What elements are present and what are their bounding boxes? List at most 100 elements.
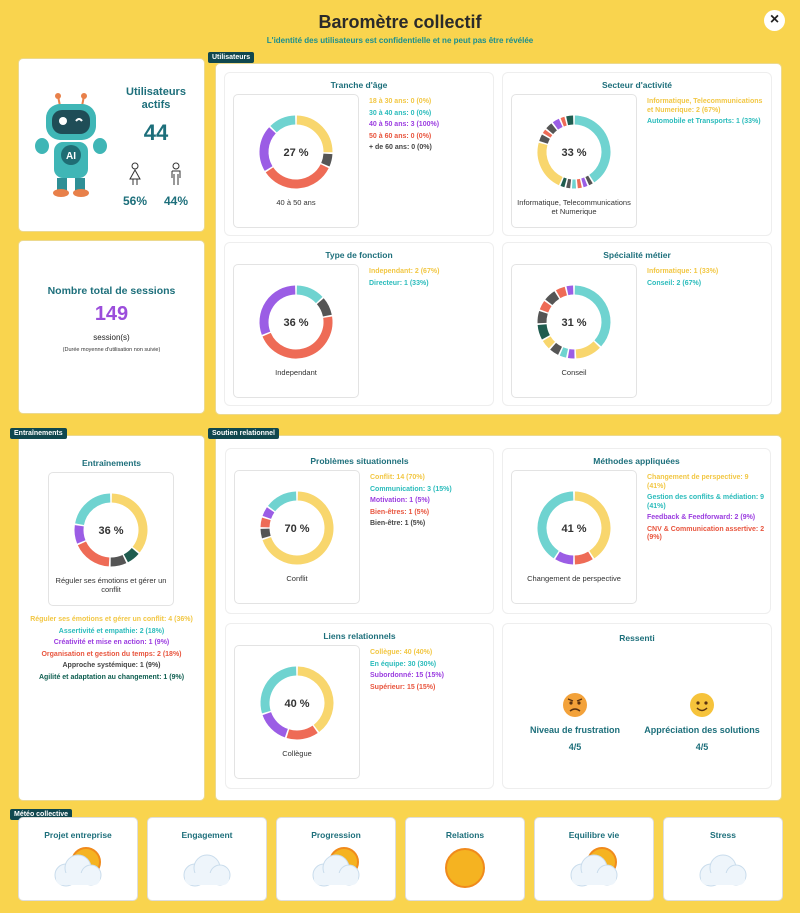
- legend-item: Automobile et Transports: 1 (33%): [647, 118, 761, 125]
- donut-segment: [550, 342, 563, 355]
- weather-icon: [570, 847, 618, 887]
- sessions-note: (Durée moyenne d'utilisation non suivie): [62, 347, 161, 353]
- weather-label: Engagement: [181, 830, 233, 840]
- donut-segment: [585, 175, 593, 186]
- cloud: [54, 854, 102, 887]
- chart-caption: Conseil: [561, 368, 587, 377]
- sun: [445, 848, 485, 888]
- donut-segment: [110, 554, 127, 567]
- donut-chart: 40 %: [260, 666, 334, 740]
- donut-segment: [296, 115, 333, 153]
- feeling-score: 4/5: [568, 742, 582, 752]
- donut-segment: [123, 547, 139, 563]
- donut-chart: 36 %: [74, 493, 148, 567]
- chart-title: Méthodes appliquées: [593, 456, 680, 466]
- chart-title: Spécialité métier: [603, 250, 671, 260]
- chart-caption: Informatique, Telecommunications et Nume…: [517, 198, 631, 216]
- chart-caption: Collègue: [282, 749, 312, 758]
- cloud: [699, 854, 747, 887]
- legend-item: Gestion des conflits & médiation: 9 (41%…: [647, 494, 765, 510]
- legend: Informatique: 1 (33%) Conseil: 2 (67%): [647, 268, 765, 291]
- donut-center: 33 %: [561, 147, 586, 159]
- donut-segment: [552, 118, 563, 130]
- sessions-unit: session(s): [93, 333, 130, 342]
- donut-segment: [559, 347, 569, 358]
- chart-title: Type de fonction: [325, 250, 393, 260]
- cloud-base: [701, 873, 745, 885]
- chart-caption: Conflit: [286, 574, 308, 583]
- weather-icon: [54, 847, 102, 887]
- donut-segment: [574, 285, 611, 347]
- legend: Informatique, Telecommunications et Nume…: [647, 98, 765, 130]
- chart-caption: 40 à 50 ans: [276, 198, 316, 207]
- cloud-base: [314, 873, 358, 885]
- feeling-label: Appréciation des solutions: [644, 725, 760, 735]
- donut-segment: [296, 285, 323, 304]
- donut-segment: [542, 336, 556, 349]
- donut-segment: [316, 298, 332, 317]
- donut-segment: [555, 551, 574, 565]
- emoji-mouth: [696, 707, 708, 712]
- chart-title: Liens relationnels: [323, 631, 396, 641]
- legend-item: Conseil: 2 (67%): [647, 279, 702, 287]
- donut-segment: [539, 300, 552, 313]
- donut-segment: [560, 177, 567, 188]
- legend-item: Assertivité et empathie: 2 (18%): [58, 627, 165, 635]
- cloud-base: [185, 873, 229, 885]
- feelings-card: [502, 623, 772, 789]
- chart-title: Secteur d'activité: [601, 80, 673, 90]
- donut-segment: [542, 129, 553, 138]
- donut-segment: [537, 142, 563, 186]
- cloud-base: [572, 873, 616, 885]
- legend-item: Réguler ses émotions et gérer un conflit…: [30, 616, 193, 623]
- donut-segment: [546, 123, 558, 135]
- legend-item: 18 à 30 ans: 0 (0%): [369, 98, 432, 105]
- section-label: Soutien relationnel: [208, 428, 280, 439]
- donut-segment: [262, 507, 275, 519]
- donut-segment: [260, 666, 297, 714]
- legend-item: Approche systémique: 1 (9%): [62, 662, 161, 669]
- legend-item: Bien-êtres: 1 (5%): [370, 508, 430, 516]
- legend-item: Changement de perspective: 9 (41%): [647, 474, 749, 490]
- donut-segment: [260, 528, 271, 539]
- donut-segment: [566, 285, 574, 296]
- donut-center: 27 %: [283, 147, 308, 159]
- donut-segment: [265, 163, 329, 189]
- donut-segment: [77, 541, 110, 567]
- page-subtitle: L'identité des utilisateurs est confiden…: [266, 36, 534, 45]
- feeling-score: 4/5: [695, 742, 709, 752]
- legend: Changement de perspective: 9 (41%) Gestio…: [647, 474, 765, 546]
- weather-icon: [699, 854, 747, 887]
- emoji-face: [563, 693, 587, 717]
- weather-label: Projet entreprise: [44, 830, 112, 840]
- donut-center: 70 %: [284, 523, 309, 535]
- emoji-mouth: [569, 708, 581, 712]
- feeling-label: Niveau de frustration: [529, 725, 621, 735]
- donut-chart: 36 %: [259, 285, 333, 359]
- chart-box: [511, 94, 637, 228]
- donut-segment: [574, 115, 611, 183]
- close-button[interactable]: ×: [764, 10, 785, 31]
- donut-segment: [297, 666, 334, 732]
- mood-emoji: [690, 693, 714, 717]
- legend-item: Independant: 2 (67%): [369, 268, 440, 275]
- sessions-card: [18, 240, 205, 414]
- donut-segment: [259, 285, 296, 335]
- donut-segment: [260, 517, 271, 528]
- sessions-title: Nombre total de sessions: [47, 285, 176, 297]
- legend: 18 à 30 ans: 0 (0%) 30 à 40 ans: 0 (0%) 40…: [369, 98, 487, 156]
- donut-segment: [74, 525, 86, 544]
- chart-caption: Independant: [275, 368, 317, 377]
- legend-item: 50 à 60 ans: 0 (0%): [369, 132, 432, 140]
- chart-box: [233, 94, 359, 228]
- users-card: [18, 58, 205, 232]
- sessions-count: 149: [94, 303, 129, 325]
- legend: Réguler ses émotions et gérer un conflit…: [24, 616, 199, 685]
- legend-item: Informatique: 1 (33%): [647, 268, 719, 275]
- donut-segment: [566, 178, 572, 189]
- section-label: Météo collective: [10, 809, 73, 820]
- donut-segment: [259, 127, 276, 171]
- legend-item: Agilité et adaptation au changement: 1 (…: [38, 673, 185, 681]
- weather-label: Stress: [710, 830, 736, 840]
